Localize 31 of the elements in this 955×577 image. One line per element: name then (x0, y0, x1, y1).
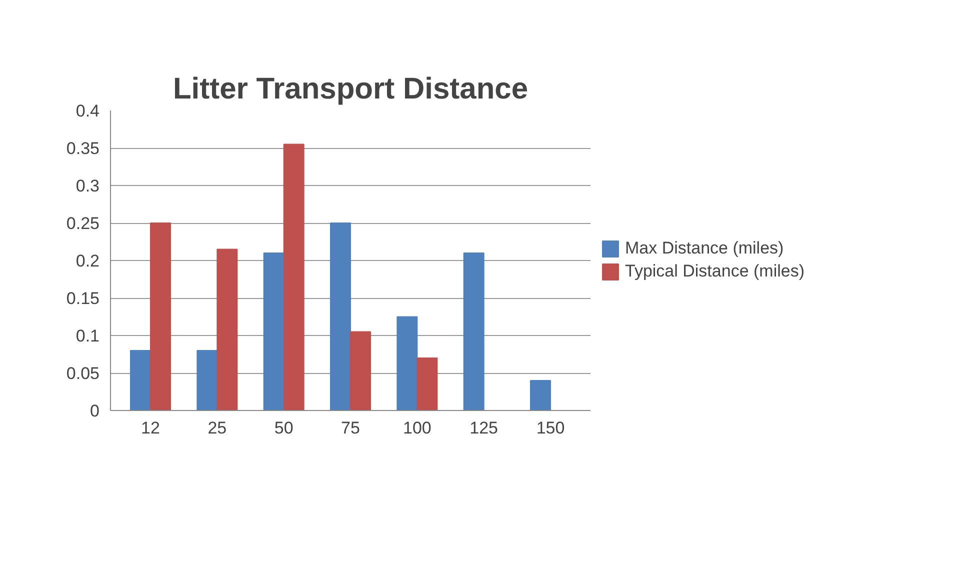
y-tick-label: 0.25 (66, 214, 100, 233)
y-tick-label: 0.2 (76, 252, 100, 270)
bar (263, 252, 284, 410)
y-tick-label: 0.1 (76, 326, 100, 346)
bar (463, 252, 484, 410)
bar (130, 350, 151, 410)
bar (530, 380, 551, 410)
bar (150, 222, 171, 410)
y-tick-label: 0 (90, 402, 100, 420)
x-tick-label: 150 (536, 418, 565, 438)
x-tick-label: 12 (141, 418, 160, 438)
x-tick-label: 25 (208, 418, 227, 438)
x-tick-label: 125 (470, 418, 498, 438)
y-tick-label: 0.35 (66, 139, 100, 158)
bar (196, 350, 218, 410)
legend-label: Max Distance (miles) (625, 238, 784, 258)
bar (416, 358, 438, 410)
bar (350, 331, 371, 410)
y-tick-label: 0.3 (76, 176, 100, 196)
x-tick-label: 100 (402, 418, 432, 438)
x-tick-label: 75 (341, 418, 360, 438)
bar (330, 222, 351, 410)
bar (396, 316, 418, 410)
x-tick-label: 50 (274, 418, 294, 438)
bar (216, 248, 238, 410)
chart-title: Litter Transport Distance (172, 72, 528, 106)
bar (283, 144, 304, 410)
y-tick-label: 0.4 (76, 102, 100, 120)
y-tick-label: 0.05 (66, 364, 100, 383)
y-tick-label: 0.15 (66, 289, 100, 308)
legend-label: Typical Distance (miles) (625, 262, 804, 282)
